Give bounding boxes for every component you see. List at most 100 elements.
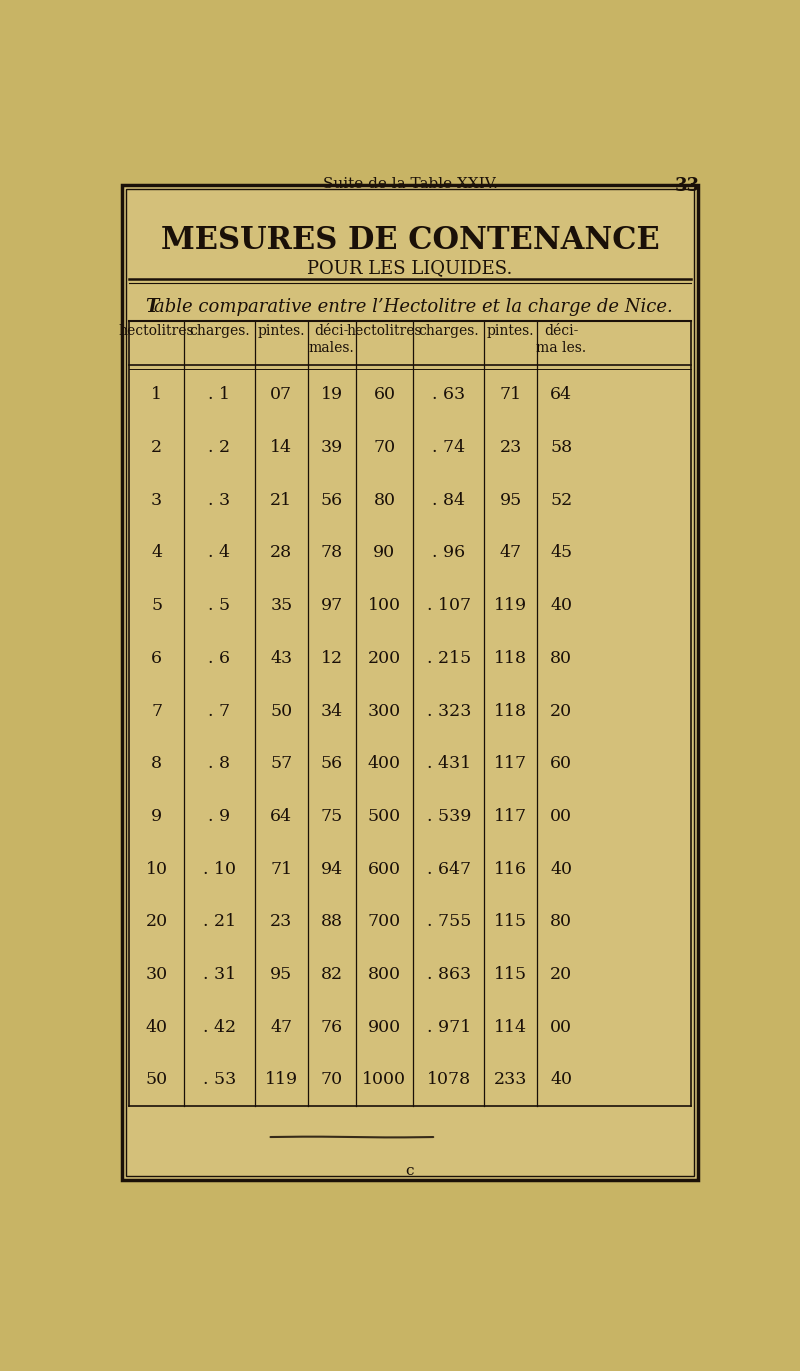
Text: 75: 75 xyxy=(321,808,343,825)
Text: 07: 07 xyxy=(270,387,293,403)
Text: 117: 117 xyxy=(494,808,527,825)
Text: 94: 94 xyxy=(321,861,342,877)
Text: 70: 70 xyxy=(374,439,395,457)
Text: déci-
ma les.: déci- ma les. xyxy=(536,324,586,355)
Text: 45: 45 xyxy=(550,544,572,562)
Text: 70: 70 xyxy=(321,1071,342,1089)
Text: 82: 82 xyxy=(321,967,342,983)
Text: 00: 00 xyxy=(550,1019,572,1035)
Text: 78: 78 xyxy=(321,544,342,562)
Text: pintes.: pintes. xyxy=(487,324,534,337)
Text: 1078: 1078 xyxy=(426,1071,471,1089)
Text: 20: 20 xyxy=(146,913,168,931)
Text: 114: 114 xyxy=(494,1019,527,1035)
Text: 76: 76 xyxy=(321,1019,342,1035)
Text: 88: 88 xyxy=(321,913,342,931)
Text: charges.: charges. xyxy=(189,324,250,337)
Text: T: T xyxy=(145,298,158,315)
Text: . 8: . 8 xyxy=(208,755,230,772)
Text: 33: 33 xyxy=(675,177,700,195)
Text: . 74: . 74 xyxy=(432,439,466,457)
Text: . 1: . 1 xyxy=(208,387,230,403)
Text: . 647: . 647 xyxy=(426,861,471,877)
Text: 64: 64 xyxy=(270,808,292,825)
Text: 119: 119 xyxy=(494,598,527,614)
Text: 50: 50 xyxy=(146,1071,168,1089)
Text: MESURES DE CONTENANCE: MESURES DE CONTENANCE xyxy=(161,225,659,255)
Text: 200: 200 xyxy=(368,650,401,666)
Text: c: c xyxy=(406,1164,414,1178)
Text: 23: 23 xyxy=(270,913,293,931)
Text: 56: 56 xyxy=(321,492,342,509)
Text: 700: 700 xyxy=(368,913,401,931)
Text: 119: 119 xyxy=(265,1071,298,1089)
Text: 57: 57 xyxy=(270,755,293,772)
Text: pintes.: pintes. xyxy=(258,324,305,337)
Text: . 539: . 539 xyxy=(426,808,471,825)
Text: 39: 39 xyxy=(321,439,343,457)
Text: . 42: . 42 xyxy=(202,1019,236,1035)
Text: 64: 64 xyxy=(550,387,572,403)
Text: . 63: . 63 xyxy=(432,387,466,403)
Text: 40: 40 xyxy=(550,1071,572,1089)
Text: 60: 60 xyxy=(550,755,572,772)
Text: . 96: . 96 xyxy=(432,544,466,562)
Text: 115: 115 xyxy=(494,967,527,983)
Text: 52: 52 xyxy=(550,492,572,509)
Text: 300: 300 xyxy=(368,702,401,720)
Text: . 9: . 9 xyxy=(208,808,230,825)
Text: 6: 6 xyxy=(151,650,162,666)
Text: 80: 80 xyxy=(374,492,395,509)
Text: 900: 900 xyxy=(368,1019,401,1035)
Text: . 431: . 431 xyxy=(426,755,471,772)
Text: 28: 28 xyxy=(270,544,293,562)
Text: 7: 7 xyxy=(151,702,162,720)
Text: 21: 21 xyxy=(270,492,293,509)
Text: 34: 34 xyxy=(321,702,342,720)
Text: 30: 30 xyxy=(146,967,168,983)
Text: 10: 10 xyxy=(146,861,167,877)
Text: . 3: . 3 xyxy=(208,492,230,509)
Text: . 323: . 323 xyxy=(426,702,471,720)
Text: 40: 40 xyxy=(550,861,572,877)
Text: . 6: . 6 xyxy=(208,650,230,666)
Text: 20: 20 xyxy=(550,967,572,983)
Text: charges.: charges. xyxy=(418,324,479,337)
Text: 2: 2 xyxy=(151,439,162,457)
Text: . 31: . 31 xyxy=(202,967,236,983)
Text: 35: 35 xyxy=(270,598,293,614)
Text: 58: 58 xyxy=(550,439,572,457)
Text: 23: 23 xyxy=(500,439,522,457)
Text: hectolitres: hectolitres xyxy=(118,324,194,337)
Text: 117: 117 xyxy=(494,755,527,772)
Text: 500: 500 xyxy=(368,808,401,825)
Text: 3: 3 xyxy=(151,492,162,509)
Text: 5: 5 xyxy=(151,598,162,614)
Text: 9: 9 xyxy=(151,808,162,825)
Text: 116: 116 xyxy=(494,861,527,877)
Text: 47: 47 xyxy=(270,1019,293,1035)
Text: 97: 97 xyxy=(321,598,343,614)
Text: 56: 56 xyxy=(321,755,342,772)
Text: . 10: . 10 xyxy=(203,861,236,877)
Text: 50: 50 xyxy=(270,702,293,720)
Text: . 2: . 2 xyxy=(208,439,230,457)
Text: 1: 1 xyxy=(151,387,162,403)
Text: 47: 47 xyxy=(500,544,522,562)
Text: Suite de la Table XXIV.: Suite de la Table XXIV. xyxy=(322,177,498,191)
Text: 800: 800 xyxy=(368,967,401,983)
Text: . 84: . 84 xyxy=(432,492,466,509)
Text: 90: 90 xyxy=(374,544,395,562)
Text: 100: 100 xyxy=(368,598,401,614)
Text: 115: 115 xyxy=(494,913,527,931)
Text: 95: 95 xyxy=(270,967,293,983)
Text: 118: 118 xyxy=(494,650,527,666)
Text: 600: 600 xyxy=(368,861,401,877)
Text: 14: 14 xyxy=(270,439,292,457)
Text: hectolitres: hectolitres xyxy=(346,324,422,337)
Text: . 53: . 53 xyxy=(202,1071,236,1089)
Text: . 215: . 215 xyxy=(426,650,471,666)
Text: 12: 12 xyxy=(321,650,342,666)
Text: 71: 71 xyxy=(500,387,522,403)
Text: . 971: . 971 xyxy=(426,1019,471,1035)
